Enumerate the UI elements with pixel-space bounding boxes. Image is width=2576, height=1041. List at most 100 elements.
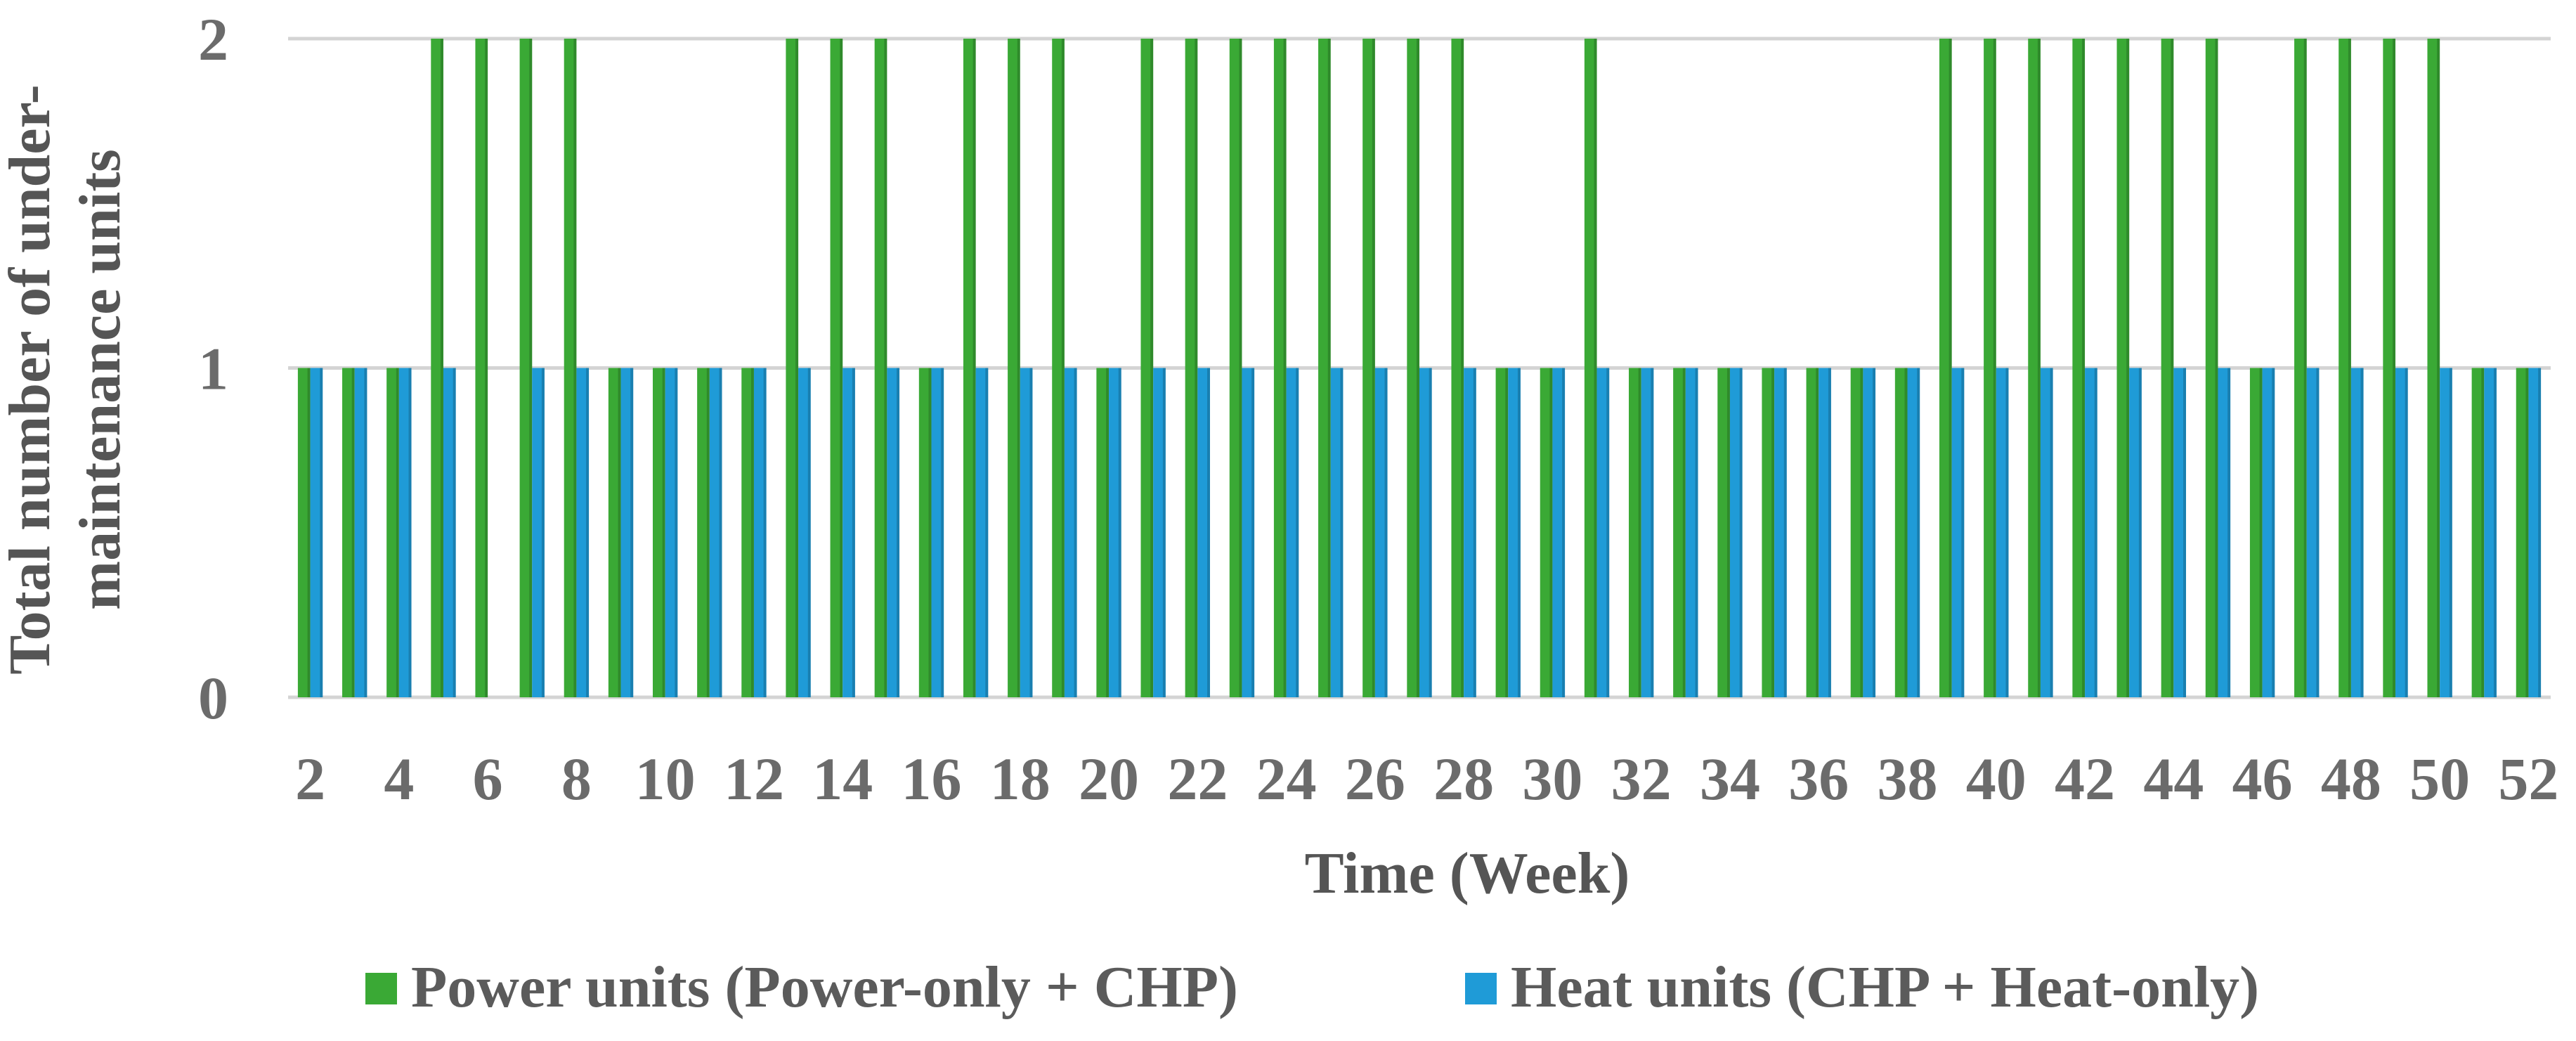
power-units-bar — [963, 39, 976, 697]
heat-units-bar-edge — [1118, 368, 1121, 697]
x-tick-label: 18 — [990, 745, 1050, 813]
heat-units-bar-edge — [1162, 368, 1166, 697]
power-units-bar-edge — [1682, 368, 1686, 697]
power-units-bar — [918, 368, 932, 697]
power-units-bar-edge — [2171, 39, 2174, 697]
power-units-bar-edge — [1017, 39, 1020, 697]
heat-units-bar — [620, 368, 634, 697]
heat-units-bar — [354, 368, 367, 697]
x-tick-label: 52 — [2498, 745, 2558, 813]
heat-units-bar-edge — [1739, 368, 1743, 697]
power-units-bar-edge — [573, 39, 577, 697]
power-units-bar — [1762, 368, 1775, 697]
heat-units-bar-edge — [719, 368, 722, 697]
heat-units-bar — [1729, 368, 1743, 697]
heat-units-bar-edge — [541, 368, 545, 697]
heat-units-bar — [1863, 368, 1876, 697]
heat-units-bar — [2129, 368, 2142, 697]
heat-units-bar-edge — [2138, 368, 2142, 697]
heat-units-bar — [665, 368, 678, 697]
power-units-bar-edge — [1949, 39, 1952, 697]
legend-label: Power units (Power-only + CHP) — [411, 955, 1238, 1020]
power-units-bar — [1806, 368, 1819, 697]
heat-units-bar-edge — [2227, 368, 2231, 697]
heat-units-bar-edge — [1296, 368, 1299, 697]
heat-units-bar — [1552, 368, 1566, 697]
power-units-bar-edge — [307, 368, 311, 697]
power-units-bar-edge — [1505, 368, 1509, 697]
power-units-bar — [1894, 368, 1908, 697]
y-axis-ticks: 0 1 2 — [198, 6, 228, 732]
power-units-bar-edge — [351, 368, 355, 697]
heat-units-bar-edge — [852, 368, 855, 697]
heat-units-bar-edge — [2538, 368, 2542, 697]
heat-units-bar — [1109, 368, 1121, 697]
y-axis-title: Total number of under-maintenance units — [0, 84, 133, 674]
power-units-bar — [2294, 39, 2307, 697]
power-units-bar — [2338, 39, 2351, 697]
power-units-bar-edge — [529, 39, 533, 697]
power-units-bar — [608, 368, 621, 697]
x-tick-label: 50 — [2409, 745, 2470, 813]
heat-units-bar — [1419, 368, 1432, 697]
power-units-bar-edge — [2082, 39, 2086, 697]
power-units-bar — [2028, 39, 2041, 697]
heat-units-bar-edge — [320, 368, 323, 697]
power-units-bar-edge — [1195, 39, 1198, 697]
power-units-bar-edge — [972, 39, 976, 697]
power-units-bar — [431, 39, 443, 697]
power-units-bar-edge — [2481, 368, 2485, 697]
power-units-bar — [1096, 368, 1110, 697]
heat-units-bar-edge — [1384, 368, 1388, 697]
x-tick-label: 32 — [1611, 745, 1672, 813]
power-units-bar-edge — [1638, 368, 1641, 697]
power-units-bar-edge — [1993, 39, 1996, 697]
heat-units-bar — [1153, 368, 1166, 697]
x-tick-label: 36 — [1788, 745, 1849, 813]
x-tick-label: 6 — [473, 745, 503, 813]
heat-units-bar — [1242, 368, 1255, 697]
heat-units-bar-edge — [1340, 368, 1344, 697]
heat-units-bar-edge — [630, 368, 634, 697]
heat-units-bar — [843, 368, 855, 697]
heat-units-bar-edge — [2183, 368, 2187, 697]
power-units-bar — [1850, 368, 1863, 697]
heat-units-bar-edge — [1562, 368, 1566, 697]
power-units-bar-edge — [1372, 39, 1375, 697]
heat-units-bar-edge — [763, 368, 767, 697]
heat-units-bar — [1907, 368, 1920, 697]
heat-units-bar — [2395, 368, 2408, 697]
heat-units-bar-edge — [586, 368, 590, 697]
heat-units-bar — [398, 368, 412, 697]
power-units-bar-edge — [1239, 39, 1242, 697]
heat-units-bar — [1197, 368, 1210, 697]
heat-units-bar-edge — [2005, 368, 2009, 697]
heat-units-bar-edge — [1917, 368, 1920, 697]
power-units-bar-edge — [2215, 39, 2218, 697]
power-units-bar-edge — [2348, 39, 2351, 697]
power-units-bar — [2516, 368, 2529, 697]
heat-units-bar — [1330, 368, 1344, 697]
bars — [297, 39, 2542, 697]
power-units-bar — [1717, 368, 1730, 697]
heat-units-bar-edge — [1828, 368, 1831, 697]
power-units-bar-edge — [2259, 368, 2263, 697]
power-units-bar-edge — [1061, 39, 1065, 697]
x-tick-label: 28 — [1433, 745, 1494, 813]
heat-units-bar-edge — [2449, 368, 2452, 697]
power-units-bar — [1984, 39, 1996, 697]
power-units-bar-edge — [2393, 39, 2396, 697]
x-tick-label: 38 — [1878, 745, 1938, 813]
x-tick-label: 8 — [561, 745, 592, 813]
power-units-bar — [1362, 39, 1375, 697]
x-tick-label: 34 — [1700, 745, 1760, 813]
heat-units-bar-edge — [1873, 368, 1876, 697]
power-units-bar — [386, 368, 399, 697]
x-tick-label: 44 — [2143, 745, 2204, 813]
power-units-bar-edge — [928, 368, 932, 697]
x-tick-label: 26 — [1345, 745, 1405, 813]
power-units-bar — [652, 368, 665, 697]
heat-units-bar — [2306, 368, 2320, 697]
power-units-bar-edge — [706, 368, 710, 697]
